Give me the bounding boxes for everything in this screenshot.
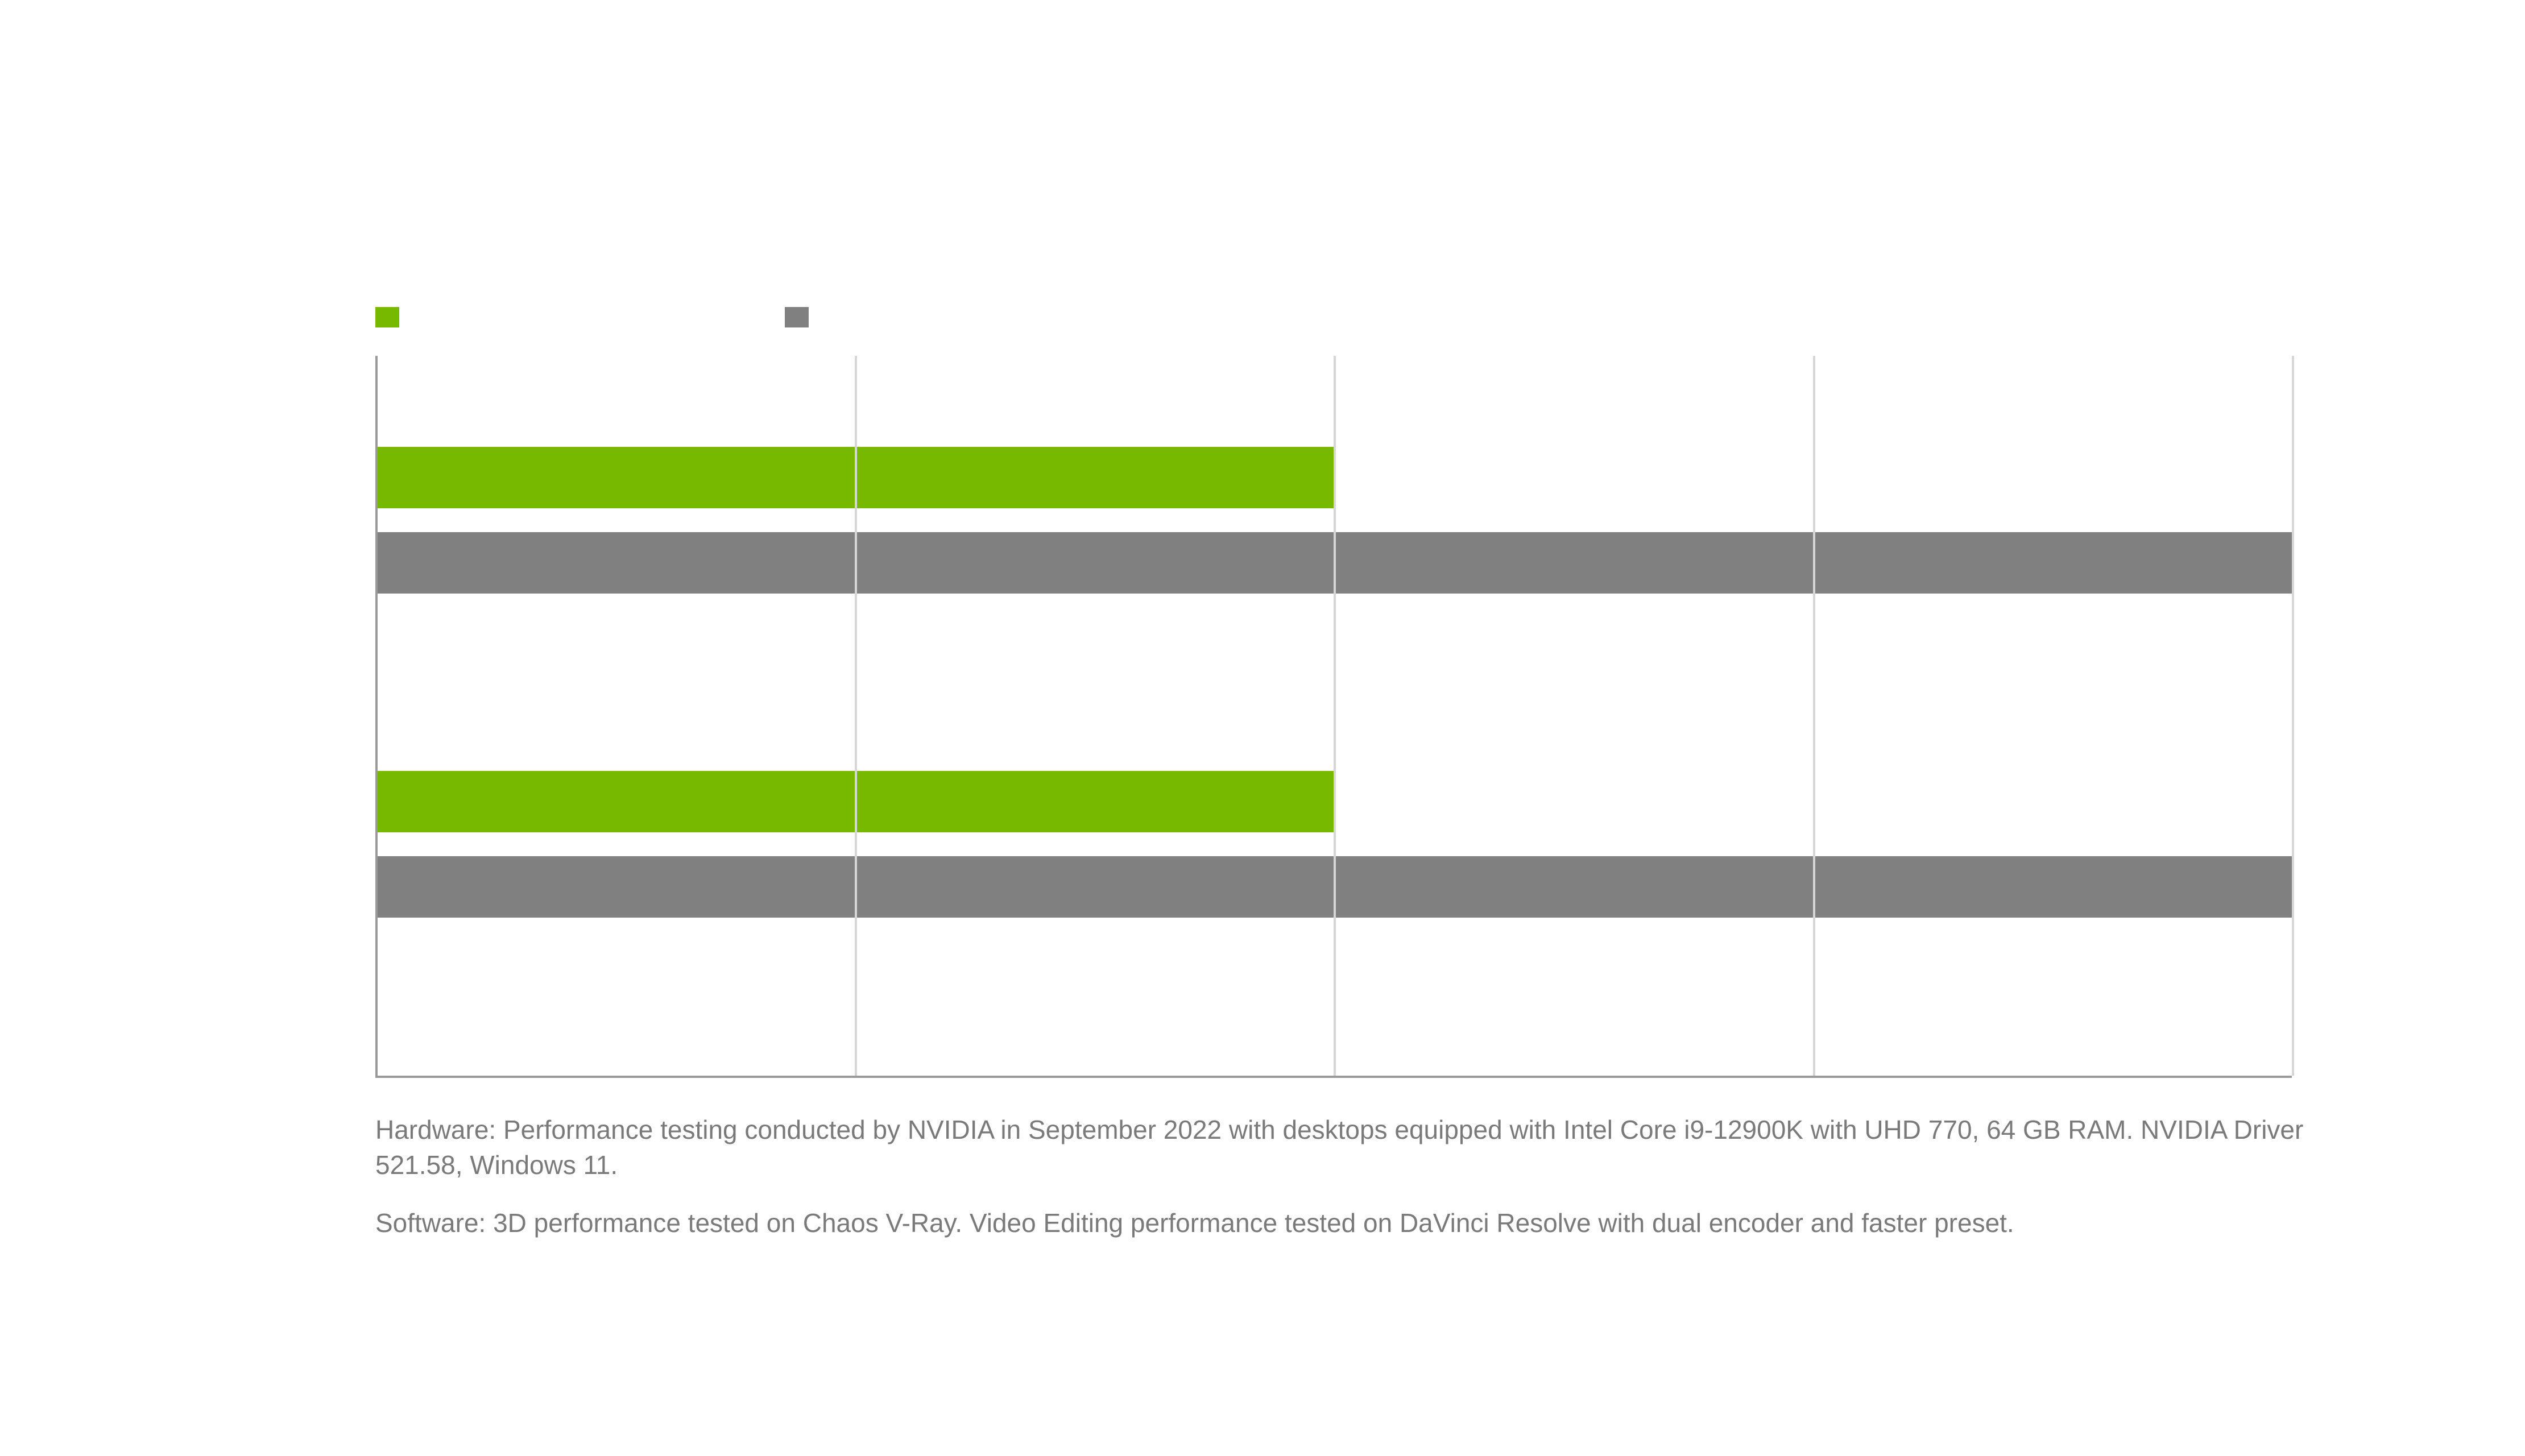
- bar-group-2-series-b: [378, 856, 2294, 918]
- legend-swatch: [785, 307, 809, 327]
- chart-footnotes: Hardware: Performance testing conducted …: [375, 1112, 2309, 1241]
- footnote-line: Hardware: Performance testing conducted …: [375, 1112, 2309, 1183]
- legend-item-0: [375, 307, 409, 327]
- chart: Hardware: Performance testing conducted …: [375, 307, 2309, 1263]
- gridline: [855, 356, 857, 1076]
- bar-group-1-series-a: [378, 447, 1336, 508]
- chart-plot-area: [375, 356, 2292, 1078]
- bar-group-2-series-a: [378, 771, 1336, 832]
- page: Hardware: Performance testing conducted …: [0, 0, 2525, 1456]
- legend-item-1: [785, 307, 819, 327]
- footnote-line: Software: 3D performance tested on Chaos…: [375, 1205, 2309, 1241]
- legend-swatch: [375, 307, 399, 327]
- chart-legend: [375, 307, 2309, 327]
- gridline: [2292, 356, 2294, 1076]
- bar-group-1-series-b: [378, 532, 2294, 594]
- gridline: [1334, 356, 1336, 1076]
- gridline: [1813, 356, 1815, 1076]
